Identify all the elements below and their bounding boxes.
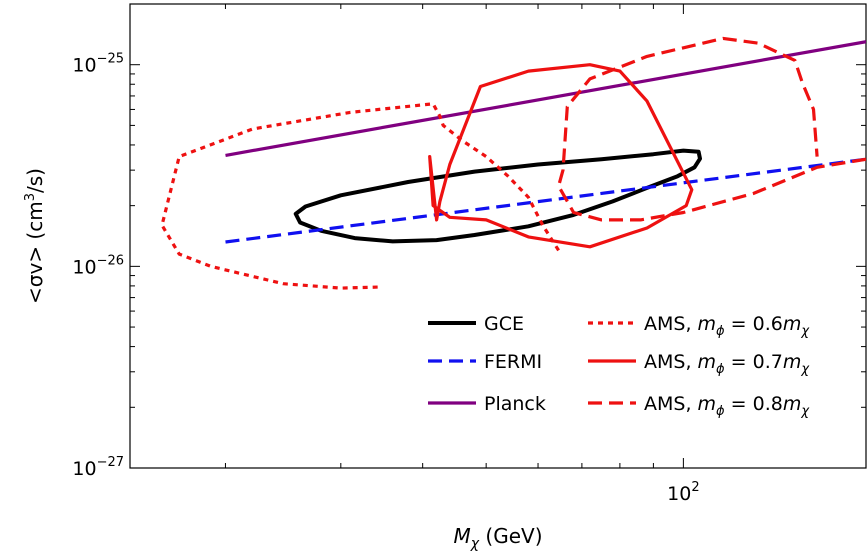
y-tick-label: 10−25 <box>72 52 124 77</box>
legend-item-label: Planck <box>484 393 546 415</box>
series-ams-m-0-8m-line <box>556 36 866 222</box>
plot-frame <box>129 3 867 469</box>
axes <box>129 3 867 469</box>
y-tick-label: 10−27 <box>72 455 124 480</box>
legend: GCE FERMI Planck AMS, mϕ = 0.6mχ AMS, mϕ = 0… <box>428 313 810 419</box>
y-tick-label: 10−26 <box>72 253 124 278</box>
x-tick-label: 102 <box>667 480 699 505</box>
legend-item-label: AMS, mϕ = 0.6mχ <box>644 313 810 339</box>
ticks: 10−25 10−26 10−27 102 <box>72 3 866 505</box>
legend-item-label: FERMI <box>484 351 542 373</box>
x-axis-label: Mχ (GeV) <box>453 524 542 552</box>
series-planck-line <box>225 40 866 157</box>
legend-item-label: AMS, mϕ = 0.8mχ <box>644 393 810 419</box>
legend-item-label: GCE <box>484 313 524 335</box>
y-axis-label: <σv> (cm3/s) <box>23 168 47 304</box>
series-gce-line <box>293 148 702 244</box>
series-lines <box>160 36 866 290</box>
series-fermi-line <box>225 157 866 244</box>
legend-item-label: AMS, mϕ = 0.7mχ <box>644 351 810 377</box>
series-ams-m-0-7m-line <box>428 63 694 249</box>
